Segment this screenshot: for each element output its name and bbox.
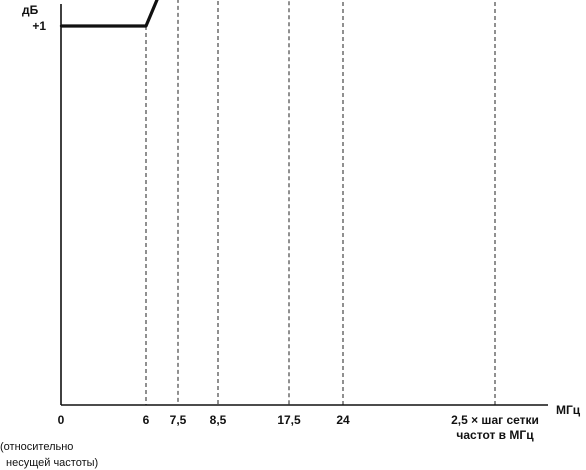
x-tick-label: 2,5 × шаг сетки частот в МГц [451, 413, 539, 442]
axes [60, 4, 548, 406]
y-tick-labels: +1-10-37-40-50 [32, 19, 46, 33]
x-tick-label: 6 [143, 413, 150, 427]
x-tick-label: 24 [336, 413, 350, 427]
x-tick-label: 0 [58, 413, 65, 427]
origin-note: (относительно несущей частоты) [0, 441, 98, 469]
x-axis-label: МГц [556, 403, 581, 417]
data-points [59, 24, 148, 28]
x-tick-label: 7,5 [170, 413, 187, 427]
data-point [59, 24, 63, 28]
x-tick-label: 8,5 [210, 413, 227, 427]
series-line [61, 0, 159, 28]
guide-lines [61, 0, 496, 405]
x-tick-labels: 0 6 7,5 8,5 17,5 24 2,5 × шаг сетки частот в МГ… [58, 413, 539, 442]
y-axis-label: дБ [22, 3, 39, 17]
data-point [144, 24, 148, 28]
y-tick-label: +1 [32, 19, 46, 33]
x-tick-label: 17,5 [277, 413, 301, 427]
